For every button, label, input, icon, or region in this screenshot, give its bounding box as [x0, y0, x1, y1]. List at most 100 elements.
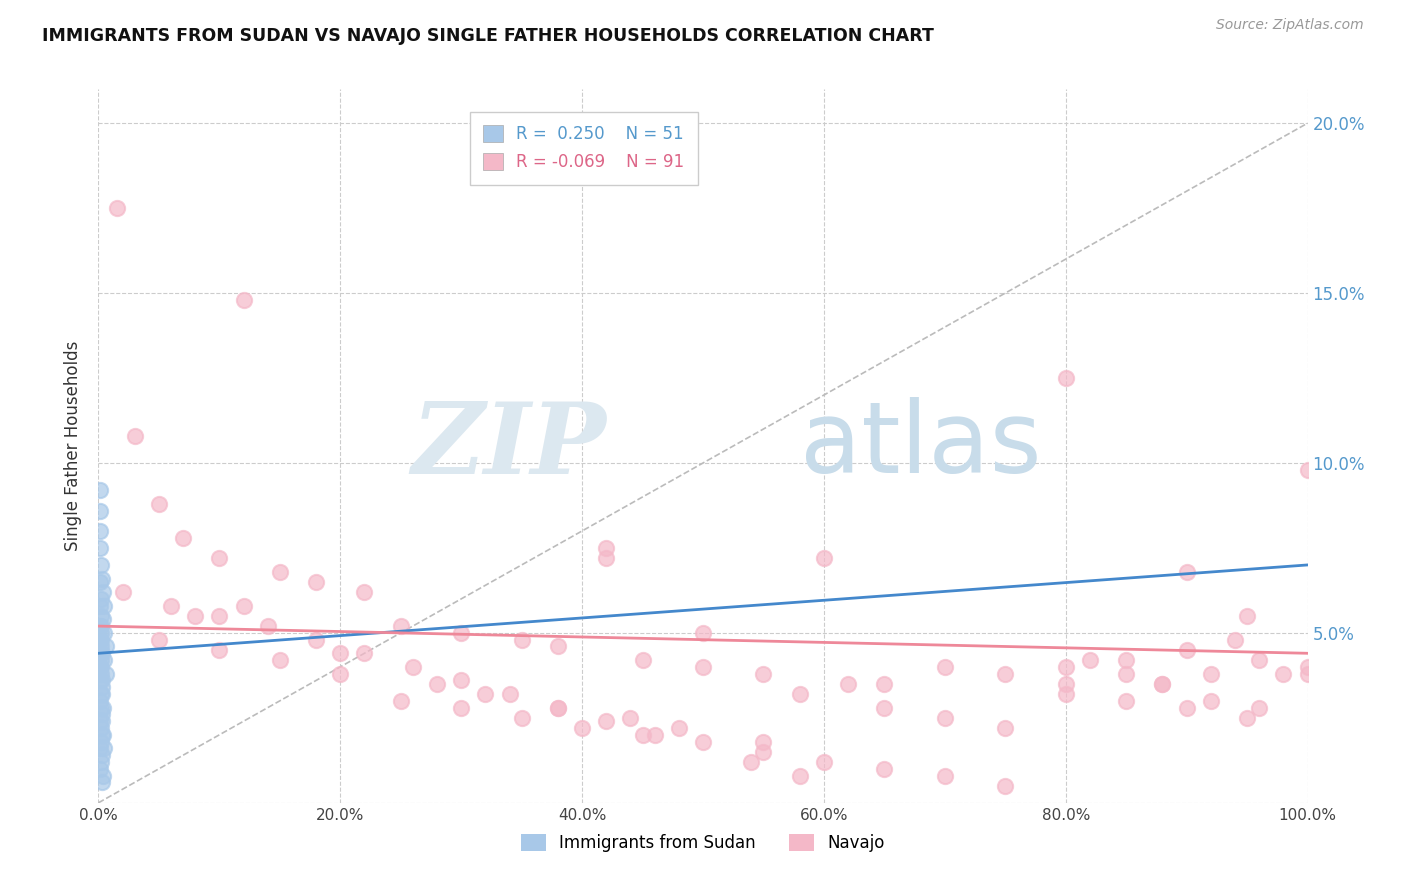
Point — [1115, 653, 1137, 667]
Point — [172, 531, 194, 545]
Point — [91, 585, 114, 599]
Point — [934, 660, 956, 674]
Point — [595, 551, 617, 566]
Point — [208, 643, 231, 657]
Text: atlas: atlas — [800, 398, 1042, 494]
Point — [1054, 677, 1077, 691]
Text: ZIP: ZIP — [412, 398, 606, 494]
Point — [90, 734, 112, 748]
Point — [89, 503, 111, 517]
Point — [89, 762, 111, 776]
Point — [873, 700, 896, 714]
Point — [105, 201, 128, 215]
Point — [148, 497, 170, 511]
Point — [89, 632, 111, 647]
Point — [1115, 694, 1137, 708]
Point — [1199, 666, 1222, 681]
Point — [90, 591, 112, 606]
Point — [1296, 660, 1319, 674]
Point — [1175, 565, 1198, 579]
Point — [595, 541, 617, 555]
Point — [1236, 608, 1258, 623]
Point — [994, 779, 1017, 793]
Point — [160, 599, 183, 613]
Point — [90, 721, 112, 735]
Point — [934, 711, 956, 725]
Point — [1199, 694, 1222, 708]
Point — [450, 673, 472, 688]
Point — [450, 626, 472, 640]
Point — [94, 640, 117, 654]
Point — [89, 660, 111, 674]
Point — [547, 640, 569, 654]
Point — [1054, 371, 1077, 385]
Point — [752, 745, 775, 759]
Point — [93, 653, 115, 667]
Point — [90, 666, 112, 681]
Point — [111, 585, 134, 599]
Point — [90, 653, 112, 667]
Point — [269, 565, 291, 579]
Point — [90, 608, 112, 623]
Point — [232, 599, 254, 613]
Point — [91, 612, 114, 626]
Point — [1152, 677, 1174, 691]
Point — [402, 660, 425, 674]
Point — [813, 551, 835, 566]
Point — [90, 640, 112, 654]
Point — [305, 574, 328, 589]
Point — [208, 608, 231, 623]
Point — [90, 626, 112, 640]
Point — [547, 700, 569, 714]
Point — [510, 632, 533, 647]
Point — [90, 687, 112, 701]
Point — [89, 524, 111, 538]
Point — [1054, 687, 1077, 701]
Point — [208, 551, 231, 566]
Point — [90, 632, 112, 647]
Point — [89, 574, 111, 589]
Point — [91, 680, 114, 694]
Point — [389, 619, 412, 633]
Y-axis label: Single Father Households: Single Father Households — [65, 341, 83, 551]
Point — [91, 646, 114, 660]
Point — [498, 687, 520, 701]
Point — [595, 714, 617, 729]
Text: Source: ZipAtlas.com: Source: ZipAtlas.com — [1216, 18, 1364, 32]
Point — [90, 619, 112, 633]
Point — [631, 653, 654, 667]
Point — [148, 632, 170, 647]
Point — [91, 707, 114, 722]
Point — [752, 734, 775, 748]
Point — [89, 483, 111, 498]
Point — [91, 572, 114, 586]
Point — [353, 585, 375, 599]
Point — [93, 626, 115, 640]
Point — [1054, 660, 1077, 674]
Point — [89, 599, 111, 613]
Point — [91, 775, 114, 789]
Point — [571, 721, 593, 735]
Point — [1078, 653, 1101, 667]
Point — [91, 728, 114, 742]
Point — [994, 666, 1017, 681]
Point — [1236, 711, 1258, 725]
Point — [1152, 677, 1174, 691]
Point — [89, 714, 111, 729]
Point — [90, 700, 112, 714]
Point — [89, 619, 111, 633]
Point — [89, 673, 111, 688]
Point — [813, 755, 835, 769]
Point — [510, 711, 533, 725]
Point — [389, 694, 412, 708]
Point — [1249, 653, 1271, 667]
Point — [89, 694, 111, 708]
Point — [873, 677, 896, 691]
Point — [474, 687, 496, 701]
Point — [668, 721, 690, 735]
Point — [1115, 666, 1137, 681]
Point — [1296, 463, 1319, 477]
Point — [89, 741, 111, 756]
Point — [873, 762, 896, 776]
Point — [692, 660, 714, 674]
